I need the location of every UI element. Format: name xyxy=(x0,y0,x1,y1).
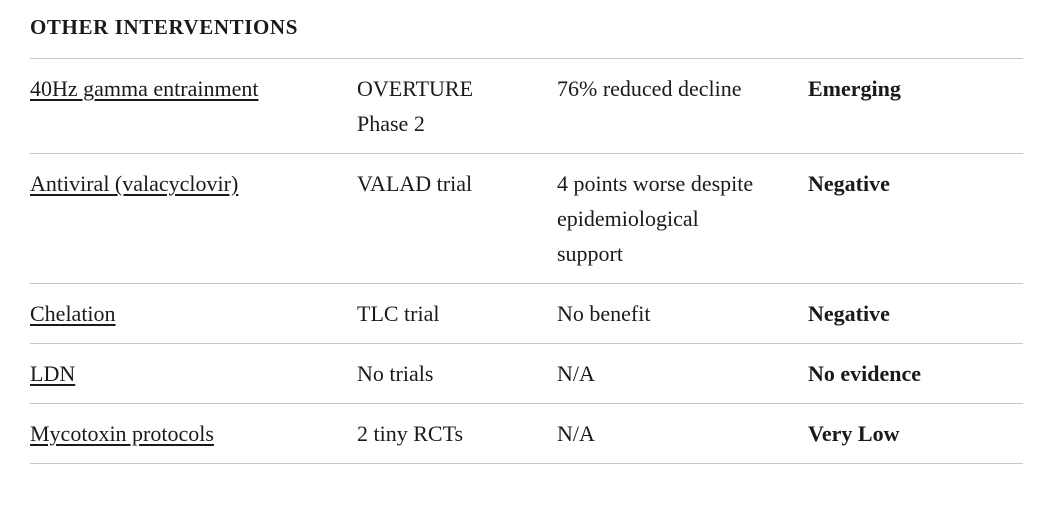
table-row: Mycotoxin protocols 2 tiny RCTs N/A Very… xyxy=(30,404,1023,464)
result-cell: N/A xyxy=(557,421,595,446)
table-row: LDN No trials N/A No evidence xyxy=(30,344,1023,404)
intervention-link[interactable]: 40Hz gamma entrainment xyxy=(30,76,259,101)
intervention-cell: LDN xyxy=(30,356,357,391)
trial-cell: VALAD trial xyxy=(357,171,473,196)
intervention-link[interactable]: LDN xyxy=(30,361,76,386)
result-cell: N/A xyxy=(557,361,595,386)
intervention-cell: Chelation xyxy=(30,296,357,331)
trial-cell: 2 tiny RCTs xyxy=(357,421,464,446)
result-cell: 76% reduced decline xyxy=(557,76,742,101)
table-row: 40Hz gamma entrainment OVERTURE Phase 2 … xyxy=(30,59,1023,154)
intervention-cell: Mycotoxin protocols xyxy=(30,416,357,451)
table-row: Chelation TLC trial No benefit Negative xyxy=(30,284,1023,344)
intervention-cell: Antiviral (valacyclovir) xyxy=(30,166,357,271)
verdict-cell: Emerging xyxy=(808,76,901,101)
verdict-cell: No evidence xyxy=(808,361,922,386)
table-title: OTHER INTERVENTIONS xyxy=(30,12,1023,59)
result-cell: 4 points worse despite epidemiological s… xyxy=(557,171,754,266)
intervention-link[interactable]: Mycotoxin protocols xyxy=(30,421,214,446)
intervention-cell: 40Hz gamma entrainment xyxy=(30,71,357,141)
trial-cell: No trials xyxy=(357,361,434,386)
verdict-cell: Negative xyxy=(808,301,890,326)
trial-cell: OVERTURE Phase 2 xyxy=(357,76,474,136)
intervention-link[interactable]: Chelation xyxy=(30,301,116,326)
trial-cell: TLC trial xyxy=(357,301,440,326)
intervention-link[interactable]: Antiviral (valacyclovir) xyxy=(30,171,239,196)
other-interventions-table: OTHER INTERVENTIONS 40Hz gamma entrainme… xyxy=(30,12,1023,464)
table-row: Antiviral (valacyclovir) VALAD trial 4 p… xyxy=(30,154,1023,284)
result-cell: No benefit xyxy=(557,301,651,326)
verdict-cell: Negative xyxy=(808,171,890,196)
verdict-cell: Very Low xyxy=(808,421,900,446)
